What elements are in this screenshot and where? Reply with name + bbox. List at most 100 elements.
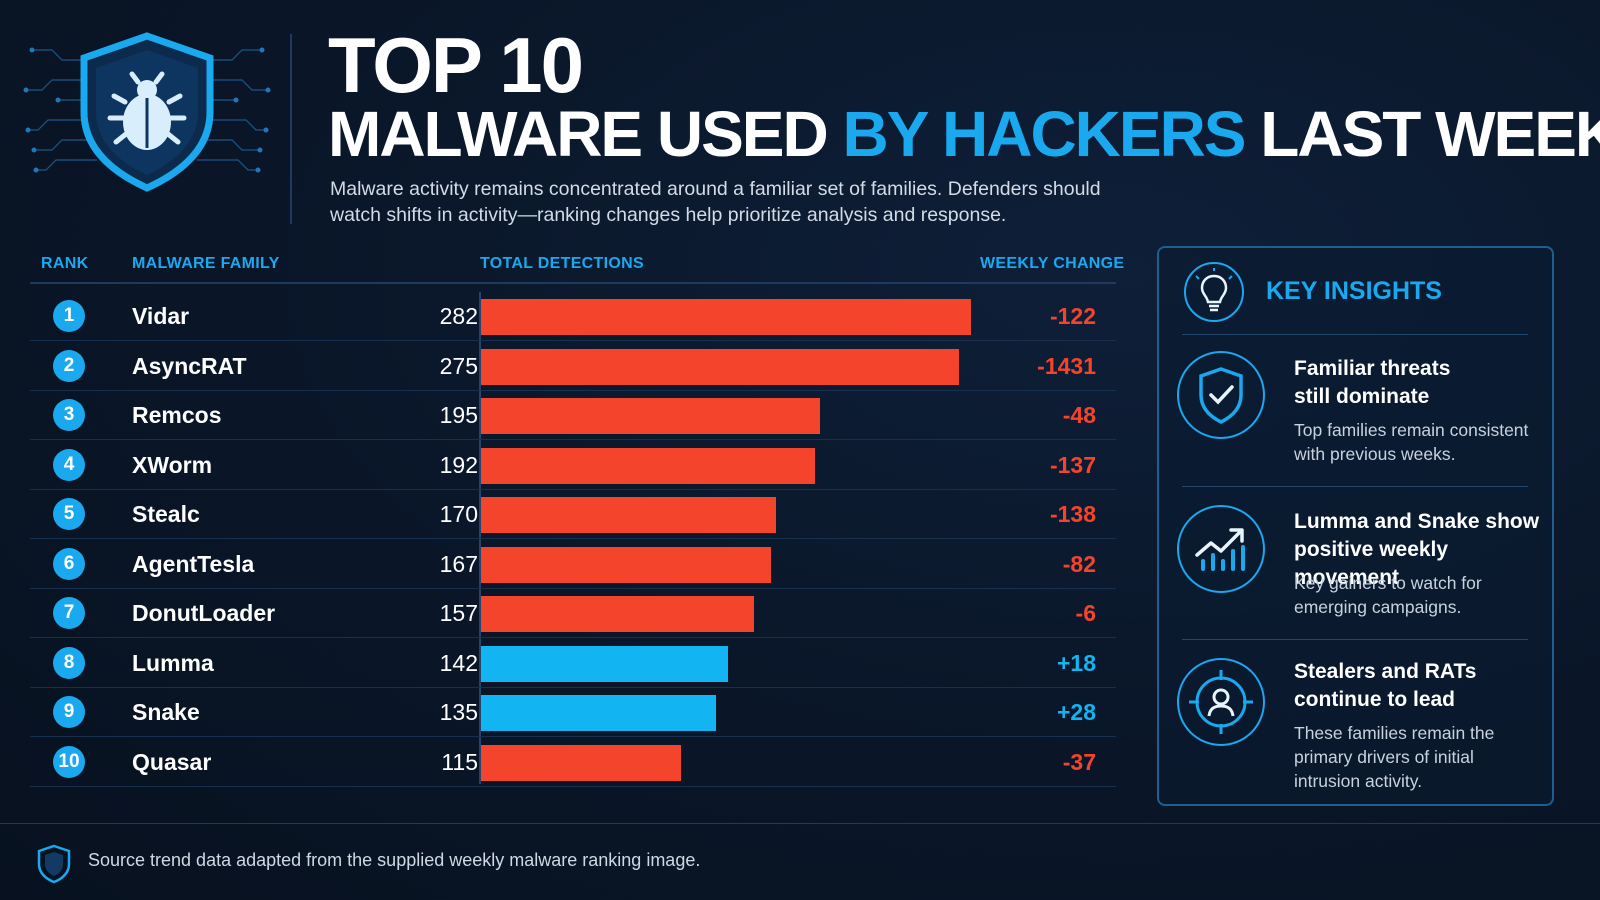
- insight-1-heading-line-1: Familiar threats: [1294, 357, 1451, 380]
- column-header-change: WEEKLY CHANGE: [980, 255, 1125, 272]
- insight-2-body-line-2: emerging campaigns.: [1294, 597, 1462, 617]
- detections-bar: [481, 447, 815, 484]
- detections-bar: [481, 744, 681, 781]
- column-header-total: TOTAL DETECTIONS: [480, 255, 644, 272]
- row-divider: [30, 389, 1116, 391]
- title-line-1: TOP 10: [328, 21, 584, 109]
- rank-badge: 8: [53, 646, 85, 679]
- row-divider: [30, 637, 1116, 638]
- row-divider: [30, 686, 1116, 688]
- row-divider: [30, 488, 1116, 490]
- key-insights-panel: [1157, 246, 1554, 806]
- insight-3-heading-line-1: Stealers and RATs: [1294, 660, 1477, 683]
- row-divider: [30, 439, 1116, 440]
- weekly-change-label: +18: [1056, 649, 1096, 676]
- table-row: 7 DonutLoader 157 -6: [30, 589, 1116, 638]
- insight-2-heading-line-2: positive weekly movement: [1294, 538, 1449, 589]
- family-label: AgentTesla: [132, 550, 255, 577]
- weekly-change-label: -1431: [1037, 352, 1096, 379]
- total-value-label: 192: [439, 451, 478, 478]
- title-line-2: MALWARE USED BY HACKERS LAST WEEK: [328, 102, 1600, 166]
- insight-3-body-line-2: primary drivers of initial: [1294, 747, 1474, 767]
- table-row: 3 Remcos 195 -48: [30, 391, 1116, 440]
- panel-divider: [1182, 334, 1528, 335]
- rank-badge: 6: [53, 547, 85, 580]
- detections-bar: [481, 497, 777, 533]
- detections-bar: [481, 398, 820, 434]
- rank-badge: 10: [53, 745, 85, 778]
- total-value-label: 170: [439, 501, 478, 527]
- table-row: 6 AgentTesla 167 -82: [30, 540, 1116, 589]
- total-value-label: 135: [439, 699, 478, 725]
- family-label: Lumma: [132, 649, 214, 676]
- insight-1-body-line-1: Top families remain consistent: [1294, 420, 1529, 440]
- total-value-label: 275: [439, 352, 478, 379]
- family-label: Stealc: [132, 501, 200, 527]
- family-label: Remcos: [132, 402, 222, 428]
- total-value-label: 167: [439, 550, 478, 577]
- weekly-change-label: +28: [1056, 699, 1096, 725]
- table-row: 5 Stealc 170 -138: [30, 490, 1116, 539]
- rank-badge: 4: [53, 448, 85, 481]
- insight-3-body-line-1: These families remain the: [1294, 723, 1495, 743]
- header-divider: [290, 34, 292, 224]
- insight-2-heading-line-1: Lumma and Snake show: [1294, 510, 1540, 533]
- insight-3-heading-line-2: continue to lead: [1294, 688, 1456, 711]
- detections-bar: [481, 596, 754, 632]
- insight-1-heading-line-2: still dominate: [1294, 385, 1430, 408]
- subtitle: Malware activity remains concentrated ar…: [330, 178, 1101, 226]
- family-label: DonutLoader: [132, 600, 276, 626]
- rank-badge: 5: [53, 498, 85, 530]
- detections-bar: [481, 695, 716, 731]
- family-label: Vidar: [132, 303, 190, 329]
- family-label: Snake: [132, 699, 200, 725]
- weekly-change-label: -122: [1049, 303, 1096, 329]
- row-divider: [30, 587, 1116, 589]
- column-header-family: MALWARE FAMILY: [132, 255, 280, 272]
- rank-badge: 2: [53, 349, 85, 382]
- target-user-icon: [1177, 658, 1265, 746]
- shield-icon: [37, 844, 71, 884]
- row-divider: [30, 785, 1116, 787]
- detections-bar: [481, 645, 728, 682]
- table-row: 10 Quasar 115 -37: [30, 738, 1116, 787]
- table-row: 9 Snake 135 +28: [30, 688, 1116, 737]
- key-insights-title: KEY INSIGHTS: [1266, 277, 1442, 305]
- family-label: XWorm: [132, 451, 213, 478]
- table-header-divider: [30, 282, 1116, 284]
- title-part-a: MALWARE USED: [328, 98, 843, 170]
- weekly-change-label: -137: [1049, 451, 1096, 478]
- footer-source-note: Source trend data adapted from the suppl…: [88, 850, 701, 870]
- rank-badge: 9: [53, 696, 85, 728]
- trend-up-chart-icon: [1177, 505, 1265, 593]
- insight-3-heading: Stealers and RATs continue to lead: [1294, 658, 1554, 714]
- table-row: 4 XWorm 192 -137: [30, 441, 1116, 490]
- title-part-highlight: BY HACKERS: [842, 98, 1246, 170]
- row-divider: [30, 340, 1116, 341]
- insight-3-body-line-3: intrusion activity.: [1294, 771, 1423, 791]
- weekly-change-label: -138: [1049, 501, 1096, 527]
- panel-divider: [1182, 639, 1528, 640]
- rank-badge: 3: [53, 399, 85, 431]
- insight-2-body-line-1: Key gainers to watch for: [1294, 573, 1482, 593]
- weekly-change-label: -37: [1062, 748, 1096, 775]
- total-value-label: 142: [439, 649, 478, 676]
- detections-bar: [481, 546, 772, 583]
- column-header-rank: RANK: [41, 255, 89, 272]
- weekly-change-label: -82: [1062, 550, 1096, 577]
- weekly-change-label: -6: [1075, 600, 1096, 626]
- detections-bar: [481, 348, 959, 385]
- shield-check-icon: [1177, 351, 1265, 439]
- insight-1-heading: Familiar threats still dominate: [1294, 355, 1554, 411]
- detections-bar: [481, 299, 971, 335]
- insight-1-body-line-2: with previous weeks.: [1294, 444, 1456, 464]
- insight-1-body: Top families remain consistent with previ…: [1294, 418, 1544, 466]
- insight-2-heading: Lumma and Snake show positive weekly move…: [1294, 508, 1554, 592]
- insight-2-body: Key gainers to watch for emerging campaig…: [1294, 571, 1544, 619]
- row-divider: [30, 538, 1116, 539]
- title-part-c: LAST WEEK: [1244, 98, 1600, 170]
- insight-3-body: These families remain the primary drivers…: [1294, 721, 1544, 793]
- weekly-change-label: -48: [1062, 402, 1096, 428]
- rank-badge: 7: [53, 597, 85, 629]
- table-row: 8 Lumma 142 +18: [30, 639, 1116, 688]
